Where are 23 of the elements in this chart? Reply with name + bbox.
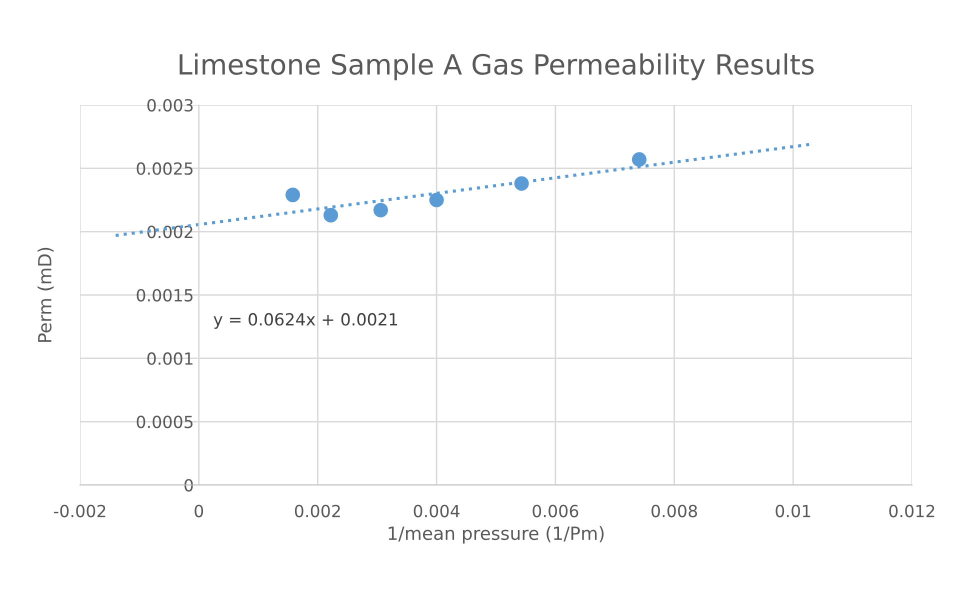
- x-tick-label: 0.012: [889, 504, 934, 518]
- y-tick-label: 0.0015: [136, 288, 193, 302]
- x-tick-label: 0.002: [294, 504, 340, 518]
- point: [373, 202, 388, 218]
- y-tick-label: 0.001: [147, 352, 192, 365]
- point: [285, 188, 300, 202]
- chart-title: Limestone Sample A Gas Permeability Results: [180, 53, 814, 80]
- annotation: y = 0.0624x + 0.0021: [214, 313, 398, 329]
- x-tick-label: 0.006: [532, 504, 578, 518]
- x-axis-title: 1/mean pressure (1/Pm): [388, 526, 604, 544]
- point: [429, 192, 444, 208]
- y-tick-label: 0.0025: [136, 162, 193, 175]
- x-tick-label: 0: [194, 504, 204, 518]
- y-axis-title: Perm (mD): [38, 248, 54, 342]
- y-tick-label: 0.003: [147, 98, 193, 112]
- x-tick-label: 0.008: [652, 504, 697, 518]
- x-tick-label: -0.002: [54, 504, 106, 518]
- y-tick-label: 0.0005: [136, 416, 193, 428]
- x-tick-label: 0.004: [414, 504, 460, 518]
- point: [632, 152, 647, 167]
- x-tick-label: 0.01: [776, 504, 810, 518]
- point: [514, 176, 529, 191]
- point: [324, 208, 338, 222]
